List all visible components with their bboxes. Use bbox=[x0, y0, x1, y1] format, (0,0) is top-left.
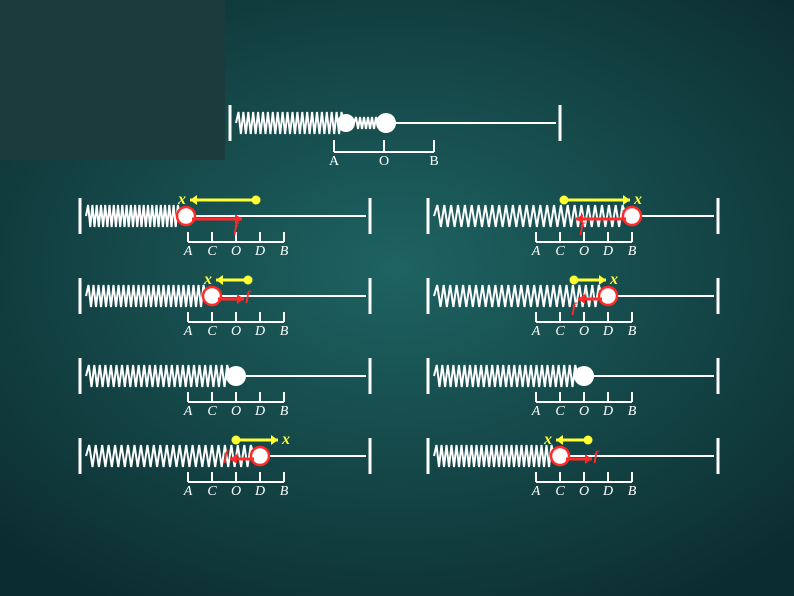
x-label: x bbox=[610, 271, 618, 289]
tick-label: O bbox=[231, 404, 241, 420]
tick-label: A bbox=[184, 324, 193, 340]
tick-label: O bbox=[379, 154, 389, 170]
tick-label: O bbox=[579, 484, 589, 500]
tick-label: O bbox=[231, 484, 241, 500]
x-label: x bbox=[282, 431, 290, 449]
tick-label: A bbox=[329, 154, 339, 170]
tick-label: D bbox=[603, 324, 613, 340]
tick-label: A bbox=[532, 484, 541, 500]
tick-label: O bbox=[579, 244, 589, 260]
f-label: f bbox=[594, 449, 599, 465]
tick-label: D bbox=[255, 324, 265, 340]
tick-label: D bbox=[255, 244, 265, 260]
f-label: f bbox=[224, 449, 229, 465]
tick-label: C bbox=[207, 484, 216, 500]
tick-label: B bbox=[280, 484, 289, 500]
tick-label: A bbox=[532, 404, 541, 420]
tick-label: A bbox=[184, 244, 193, 260]
tick-label: D bbox=[603, 244, 613, 260]
corner-rect bbox=[0, 0, 225, 160]
tick-label: C bbox=[555, 404, 564, 420]
tick-label: B bbox=[628, 244, 637, 260]
tick-label: D bbox=[603, 484, 613, 500]
tick-label: C bbox=[207, 404, 216, 420]
tick-label: A bbox=[184, 484, 193, 500]
tick-label: C bbox=[207, 324, 216, 340]
f-label: f bbox=[246, 289, 251, 305]
tick-label: B bbox=[628, 404, 637, 420]
tick-label: C bbox=[555, 484, 564, 500]
x-label: x bbox=[204, 271, 212, 289]
tick-label: B bbox=[280, 244, 289, 260]
tick-label: B bbox=[628, 484, 637, 500]
tick-label: O bbox=[579, 404, 589, 420]
tick-label: D bbox=[255, 404, 265, 420]
tick-label: C bbox=[207, 244, 216, 260]
f-label: f bbox=[572, 301, 577, 317]
tick-label: A bbox=[532, 324, 541, 340]
tick-label: C bbox=[555, 324, 564, 340]
x-label: x bbox=[544, 431, 552, 449]
tick-label: D bbox=[603, 404, 613, 420]
f-label: f bbox=[580, 221, 585, 237]
x-label: x bbox=[634, 191, 642, 209]
tick-label: A bbox=[184, 404, 193, 420]
f-label: f bbox=[234, 221, 239, 237]
tick-label: B bbox=[628, 324, 637, 340]
tick-label: C bbox=[555, 244, 564, 260]
tick-label: B bbox=[280, 324, 289, 340]
x-label: x bbox=[178, 191, 186, 209]
tick-label: O bbox=[231, 324, 241, 340]
tick-label: D bbox=[255, 484, 265, 500]
tick-label: A bbox=[532, 244, 541, 260]
tick-label: O bbox=[231, 244, 241, 260]
tick-label: O bbox=[579, 324, 589, 340]
diagram-stage: AOBxfACODBxfACODBxfACODBxfACODBACODBACOD… bbox=[0, 0, 794, 596]
tick-label: B bbox=[429, 154, 438, 170]
tick-label: B bbox=[280, 404, 289, 420]
